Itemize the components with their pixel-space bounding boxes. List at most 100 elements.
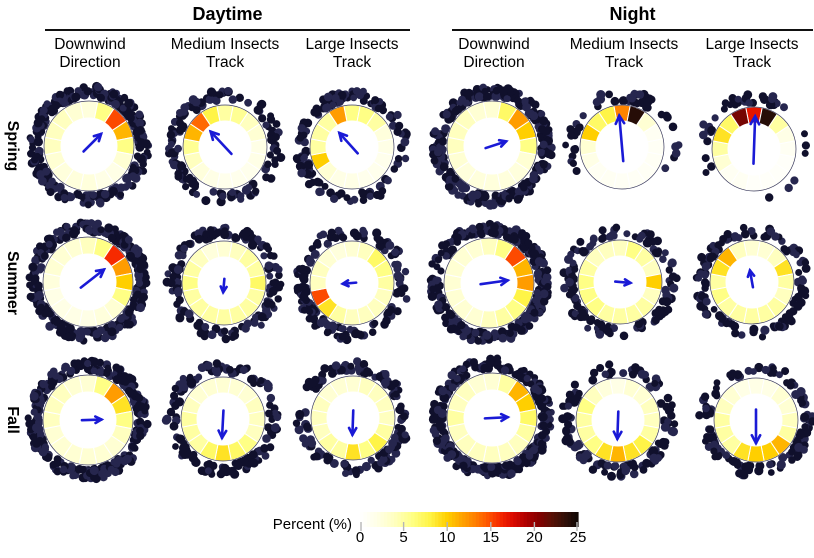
legend-tick-label: 0 <box>355 529 365 546</box>
ring-outline <box>711 106 797 192</box>
ring-outline <box>713 377 799 463</box>
mean-direction-arrow <box>337 130 359 155</box>
mean-direction-arrow <box>217 409 228 441</box>
observation-dots <box>426 219 552 345</box>
night-underline <box>452 29 813 31</box>
ring-outline <box>42 374 134 466</box>
observation-dots <box>162 223 285 344</box>
polar-plot-night-downwind-spring <box>428 83 556 210</box>
histogram-ring <box>309 240 395 326</box>
column-header-daytime-large: Large Insects Track <box>305 36 399 72</box>
column-header-daytime-medium: Medium Insects Track <box>170 36 280 72</box>
ring-outline <box>310 375 396 461</box>
observation-dots <box>292 357 411 479</box>
night-title: Night <box>609 4 656 24</box>
histogram-ring <box>709 239 795 325</box>
mean-direction-arrow <box>80 415 105 425</box>
ring-outline <box>709 239 795 325</box>
histogram-ring <box>309 104 395 190</box>
observation-dots <box>161 359 282 479</box>
mean-direction-arrow <box>479 276 511 287</box>
observation-dots <box>292 87 411 205</box>
polar-plot-daytime-downwind-summer <box>25 218 151 345</box>
legend-tick-label: 10 <box>438 529 456 546</box>
polar-plot-daytime-medium-spring <box>165 87 286 207</box>
ring-outline <box>182 104 268 190</box>
observation-dots <box>25 218 151 345</box>
ring-outline <box>309 104 395 190</box>
polar-plot-daytime-downwind-fall <box>24 356 152 484</box>
ring-outline <box>42 236 134 328</box>
mean-direction-arrow <box>613 278 634 287</box>
polar-plot-night-large-summer <box>692 223 811 341</box>
ring-outline <box>577 239 663 325</box>
legend-tick-label: 5 <box>399 529 408 546</box>
ring-outline <box>181 240 267 326</box>
polar-plot-night-medium-fall <box>558 360 679 481</box>
column-header-night-large: Large Insects Track <box>705 36 799 72</box>
mean-direction-arrow <box>749 113 761 166</box>
mean-direction-arrow <box>614 112 626 163</box>
mean-direction-arrow <box>746 267 756 289</box>
histogram-ring <box>575 377 661 463</box>
polar-plot-night-medium-spring <box>562 89 683 190</box>
legend-tick-label: 20 <box>526 529 543 546</box>
mean-direction-arrow <box>612 410 623 442</box>
observation-dots <box>692 223 811 341</box>
mean-direction-arrow <box>340 279 358 288</box>
histogram-ring <box>180 376 266 462</box>
observation-dots <box>558 360 679 481</box>
observation-dots <box>562 89 683 175</box>
observation-dots <box>428 83 556 210</box>
mean-direction-arrow <box>208 129 233 156</box>
column-header-daytime-downwind: Downwind Direction <box>54 36 126 72</box>
legend-colorbar <box>360 512 579 531</box>
polar-plot-daytime-downwind-spring <box>26 81 153 209</box>
histogram-ring <box>579 104 665 190</box>
histogram-ring <box>43 100 135 192</box>
mean-direction-arrow <box>82 131 104 153</box>
polar-plot-daytime-large-summer <box>293 226 411 345</box>
histogram-ring <box>577 239 663 325</box>
polar-plot-night-downwind-fall <box>428 354 555 480</box>
histogram-ring <box>446 100 538 192</box>
polar-plot-daytime-medium-summer <box>162 223 285 344</box>
daytime-title: Daytime <box>192 4 263 24</box>
observation-dots <box>699 90 810 202</box>
column-header-night-medium: Medium Insects Track <box>569 36 679 72</box>
mean-direction-arrow <box>484 138 509 150</box>
ring-outline <box>443 237 535 329</box>
mean-direction-arrow <box>79 267 107 289</box>
ring-outline <box>446 100 538 192</box>
observation-dots <box>24 356 152 484</box>
mean-direction-arrow <box>483 412 511 423</box>
histogram-ring <box>310 375 396 461</box>
mean-direction-arrow <box>750 408 762 446</box>
legend-tick-label: 25 <box>569 529 587 546</box>
mean-direction-arrow <box>219 277 228 295</box>
legend-tick-label: 15 <box>482 529 500 546</box>
polar-plot-night-large-spring <box>699 90 810 202</box>
observation-dots <box>695 362 814 480</box>
ring-outline <box>579 104 665 190</box>
polar-plot-daytime-large-fall <box>292 357 411 479</box>
ring-outline <box>575 377 661 463</box>
observation-dots <box>165 87 286 207</box>
legend-label: Percent (%) <box>272 516 352 533</box>
observation-dots <box>26 81 153 209</box>
polar-plot-daytime-large-spring <box>292 87 411 205</box>
polar-plot-night-large-fall <box>695 362 814 480</box>
column-header-night-downwind: Downwind Direction <box>458 36 530 72</box>
ring-outline <box>43 100 135 192</box>
ring-outline <box>309 240 395 326</box>
polar-plot-daytime-medium-fall <box>161 359 282 479</box>
polar-plot-night-medium-summer <box>559 223 681 341</box>
observation-dots <box>293 226 411 345</box>
ring-outline <box>180 376 266 462</box>
observation-dots <box>559 223 681 341</box>
observation-dots <box>428 354 555 480</box>
daytime-underline <box>45 29 410 31</box>
ring-outline <box>446 372 538 464</box>
histogram-ring <box>42 236 134 328</box>
